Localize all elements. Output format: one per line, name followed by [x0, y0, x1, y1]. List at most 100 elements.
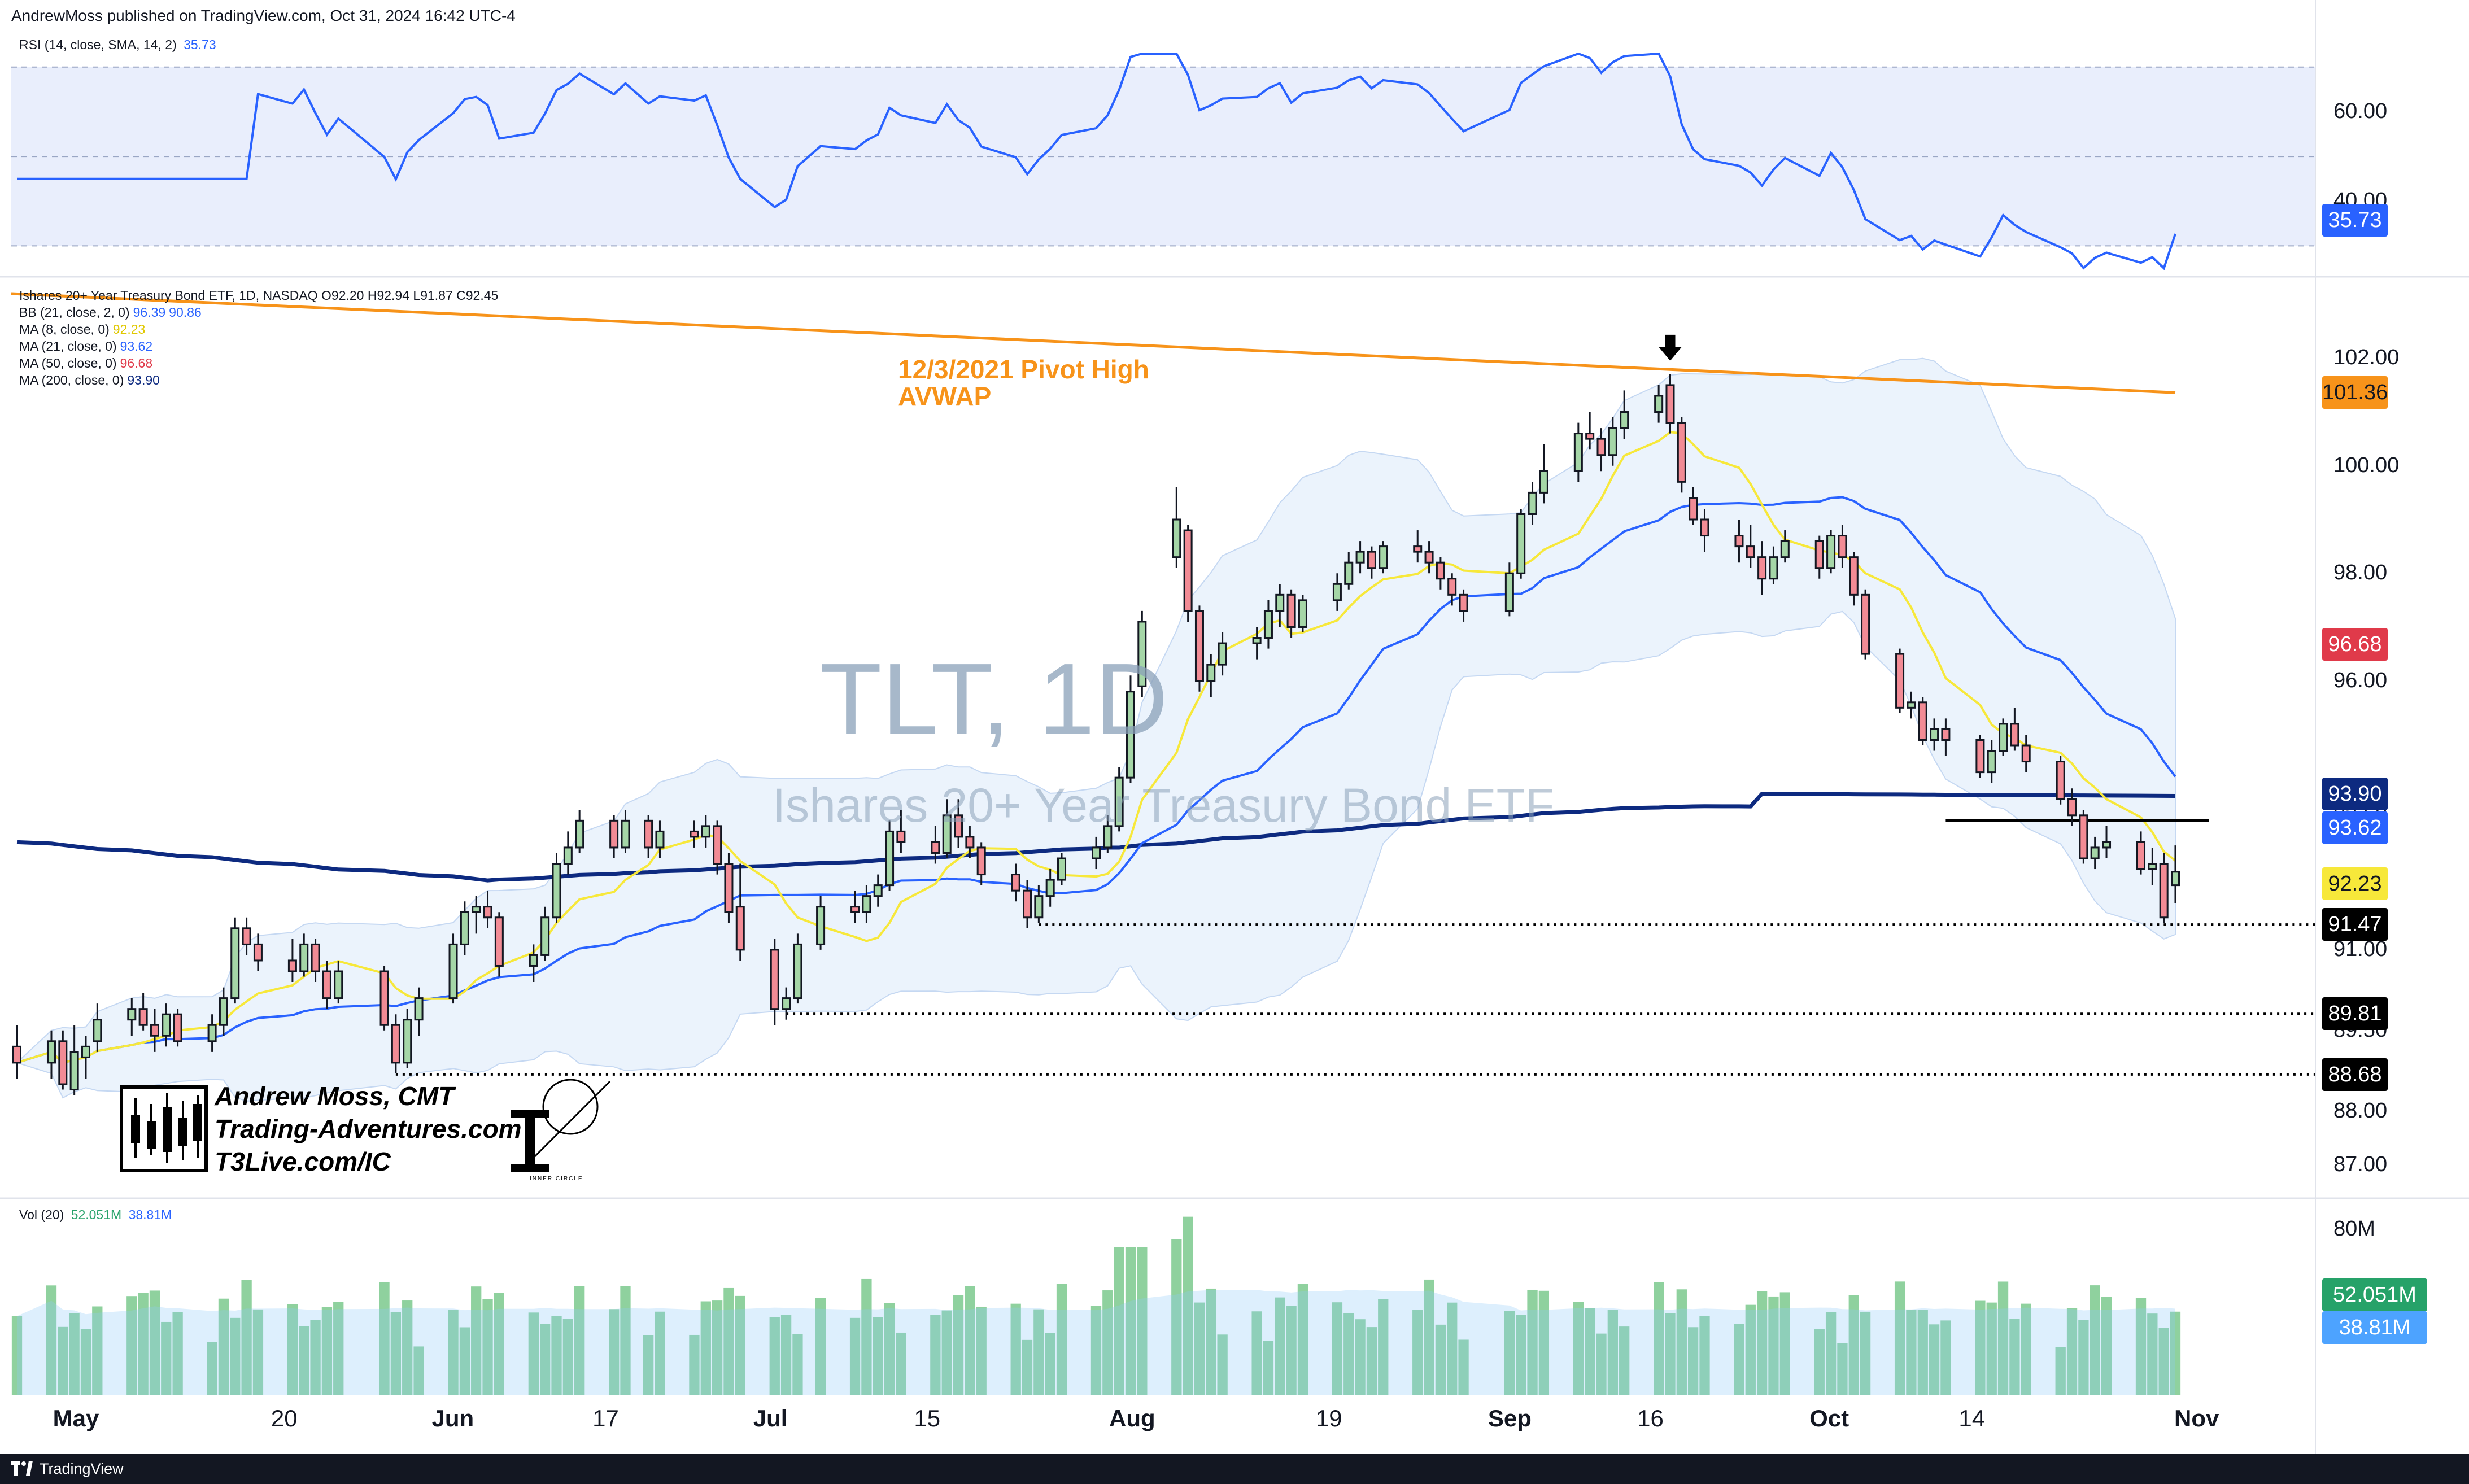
candle-2024-10-08: [1907, 691, 1916, 719]
volume-bar-2024-09-12: [1607, 1310, 1618, 1395]
volume-bar-2024-08-14: [1275, 1297, 1285, 1395]
candle-2024-05-06: [127, 998, 137, 1036]
volume-bar-2024-08-02: [1137, 1247, 1148, 1395]
x-label-may: May: [53, 1405, 99, 1431]
candle-2024-09-16: [1654, 385, 1664, 423]
candle-2024-06-20: [644, 815, 653, 858]
candle-2024-06-18: [621, 810, 630, 853]
candle-2024-05-15: [230, 917, 240, 1004]
candle-2024-06-11: [540, 906, 550, 961]
candle-2024-08-20: [1344, 552, 1354, 590]
price-tick-91.00: 91.00: [2333, 937, 2388, 961]
candle-2024-09-09: [1573, 422, 1583, 482]
volume-bar-2024-05-31: [413, 1346, 424, 1395]
publisher-line: AndrewMoss published on TradingView.com,…: [11, 7, 516, 24]
volume-bar-2024-10-24: [2090, 1285, 2100, 1395]
volume-bar-2024-07-01: [769, 1317, 780, 1395]
volume-bar-2024-07-08: [849, 1317, 861, 1395]
avwap-line: [11, 292, 2176, 394]
volume-bar-2024-09-09: [1573, 1302, 1584, 1395]
candle-2024-04-29: [46, 1030, 56, 1079]
candle-2024-10-22: [2067, 788, 2077, 826]
candle-2024-09-11: [1596, 428, 1606, 472]
volume-bar-2024-08-22: [1366, 1327, 1377, 1395]
candle-2024-08-08: [1206, 654, 1216, 697]
candle-2024-09-05: [1528, 482, 1537, 525]
volume-bar-2024-06-20: [643, 1335, 654, 1395]
candle-2024-10-01: [1826, 530, 1836, 574]
price-badge-96.68: 96.68: [2322, 627, 2388, 661]
volume-bar-2024-07-18: [965, 1286, 975, 1395]
volume-bar-2024-07-19: [976, 1306, 987, 1395]
volume-bar-2024-05-06: [126, 1296, 137, 1395]
price-badge-92.23: 92.23: [2322, 867, 2388, 900]
candle-2024-07-17: [954, 799, 963, 848]
volume-bar-2024-06-07: [494, 1293, 504, 1395]
volume-bar-2024-06-11: [540, 1324, 551, 1395]
price-tick-102.00: 102.00: [2333, 346, 2400, 370]
volume-bar-2024-07-11: [884, 1303, 895, 1395]
candle-2024-06-12: [552, 853, 561, 923]
candle-2024-05-13: [207, 1014, 217, 1052]
price-tick-96.00: 96.00: [2333, 668, 2388, 692]
inner-circle-text: INNER CIRCLE: [530, 1176, 583, 1182]
candle-2024-05-09: [162, 1003, 171, 1047]
volume-bar-2024-09-17: [1665, 1313, 1676, 1395]
ma200-legend-value: 93.90: [127, 373, 160, 387]
volume-bar-2024-09-24: [1745, 1304, 1756, 1395]
volume-bar-2024-08-15: [1286, 1306, 1297, 1395]
volume-bar-2024-09-03: [1504, 1311, 1515, 1395]
candle-2024-10-11: [1941, 718, 1951, 757]
volume-bar-2024-06-24: [689, 1334, 700, 1395]
volume-bar-2024-05-03: [92, 1306, 103, 1395]
volume-ma-badge: 38.81M: [2322, 1311, 2427, 1344]
volume-bar-2024-07-05: [815, 1298, 826, 1395]
volume-bar-2024-05-02: [80, 1329, 91, 1395]
candle-2024-08-26: [1413, 530, 1423, 563]
candle-2024-08-13: [1263, 600, 1273, 649]
volume-bar-2024-09-19: [1688, 1327, 1699, 1395]
candle-2024-05-10: [173, 1009, 182, 1047]
volume-bar-2024-05-09: [161, 1321, 172, 1395]
candle-2024-10-21: [2056, 756, 2065, 805]
candle-2024-08-16: [1298, 595, 1307, 632]
volume-bar-2024-10-30: [2158, 1328, 2169, 1395]
candle-2024-06-03: [448, 933, 458, 1004]
candlestick-logo-icon: [120, 1085, 208, 1172]
candle-2024-08-21: [1355, 541, 1365, 574]
volume-bar-2024-05-22: [310, 1320, 321, 1395]
volume-bar-2024-05-21: [299, 1326, 309, 1395]
volume-bar-2024-06-27: [723, 1287, 734, 1395]
volume-bar-2024-09-11: [1596, 1333, 1607, 1395]
candle-2024-09-12: [1608, 417, 1617, 466]
volume-bar-2024-07-17: [953, 1295, 964, 1395]
volume-bar-2024-05-29: [390, 1312, 402, 1395]
volume-legend: Vol (20) 52.051M 38.81M: [19, 1206, 172, 1223]
x-label-aug: Aug: [1109, 1405, 1155, 1431]
candle-2024-06-13: [563, 831, 573, 875]
volume-bar-2024-06-03: [448, 1310, 459, 1395]
candle-2024-05-24: [334, 960, 343, 1004]
bb-lower-value: 90.86: [169, 305, 202, 320]
candle-2024-10-16: [1999, 718, 2008, 757]
candle-2024-10-04: [1861, 589, 1870, 660]
ma21-line: [16, 496, 2176, 1064]
candle-2024-04-26: [12, 1025, 22, 1079]
volume-bar-2024-06-10: [528, 1312, 539, 1395]
candle-2024-07-01: [770, 939, 779, 1025]
volume-bar-2024-09-10: [1585, 1308, 1595, 1395]
rsi-tick-60.00: 60.00: [2333, 99, 2388, 123]
candle-2024-07-02: [782, 987, 791, 1020]
candle-2024-09-06: [1539, 444, 1548, 504]
volume-bar-2024-05-07: [138, 1293, 149, 1395]
volume-bar-2024-07-31: [1114, 1247, 1124, 1395]
tradingview-logo-icon: [11, 1461, 33, 1476]
rsi-legend-label: RSI (14, close, SMA, 14, 2): [19, 37, 177, 52]
x-label-17: 17: [592, 1405, 619, 1431]
x-label-sep: Sep: [1487, 1405, 1532, 1431]
volume-bar-2024-10-01: [1825, 1312, 1837, 1395]
avwap-annotation-line2: AVWAP: [898, 382, 992, 411]
volume-bar-2024-05-14: [218, 1298, 229, 1395]
volume-bar-2024-07-09: [861, 1278, 872, 1395]
